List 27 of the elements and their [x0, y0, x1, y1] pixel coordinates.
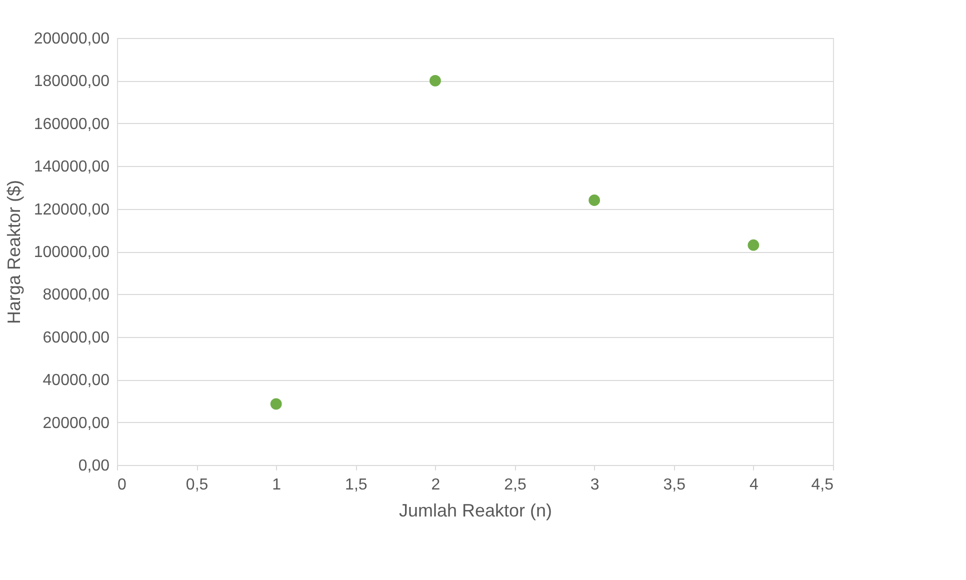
- y-tick-label: 60000,00: [42, 329, 110, 346]
- y-tick-label: 120000,00: [34, 201, 110, 218]
- x-tick-label: 2: [431, 476, 440, 494]
- x-tick-label: 4: [749, 476, 758, 494]
- y-tick-label: 20000,00: [42, 414, 110, 432]
- y-tick-label: 80000,00: [42, 286, 110, 304]
- x-axis-title: Jumlah Reaktor (n): [398, 500, 552, 520]
- x-tick-label: 2,5: [504, 476, 526, 494]
- x-tick-label: 3,5: [663, 476, 686, 494]
- point: [430, 75, 441, 86]
- y-tick-label: 200000,00: [34, 30, 110, 48]
- x-tick-label: 1: [272, 476, 282, 494]
- x-tick-label: 1,5: [345, 476, 368, 494]
- point: [270, 398, 282, 410]
- point: [748, 239, 760, 251]
- y-tick-label: 140000,00: [34, 158, 110, 176]
- y-tick-label: 0,00: [78, 458, 110, 474]
- point: [588, 194, 600, 206]
- x-tick-label: 4,5: [811, 476, 834, 494]
- y-tick-label: 180000,00: [34, 73, 110, 90]
- x-tick-label: 0,5: [186, 476, 208, 494]
- x-tick-label: 0: [118, 476, 126, 494]
- y-tick-label: 40000,00: [42, 372, 110, 390]
- y-tick-label: 100000,00: [34, 244, 110, 261]
- y-axis-title: Harga Reaktor ($): [4, 180, 24, 324]
- x-tick-label: 3: [590, 476, 600, 494]
- y-tick-label: 160000,00: [34, 116, 110, 133]
